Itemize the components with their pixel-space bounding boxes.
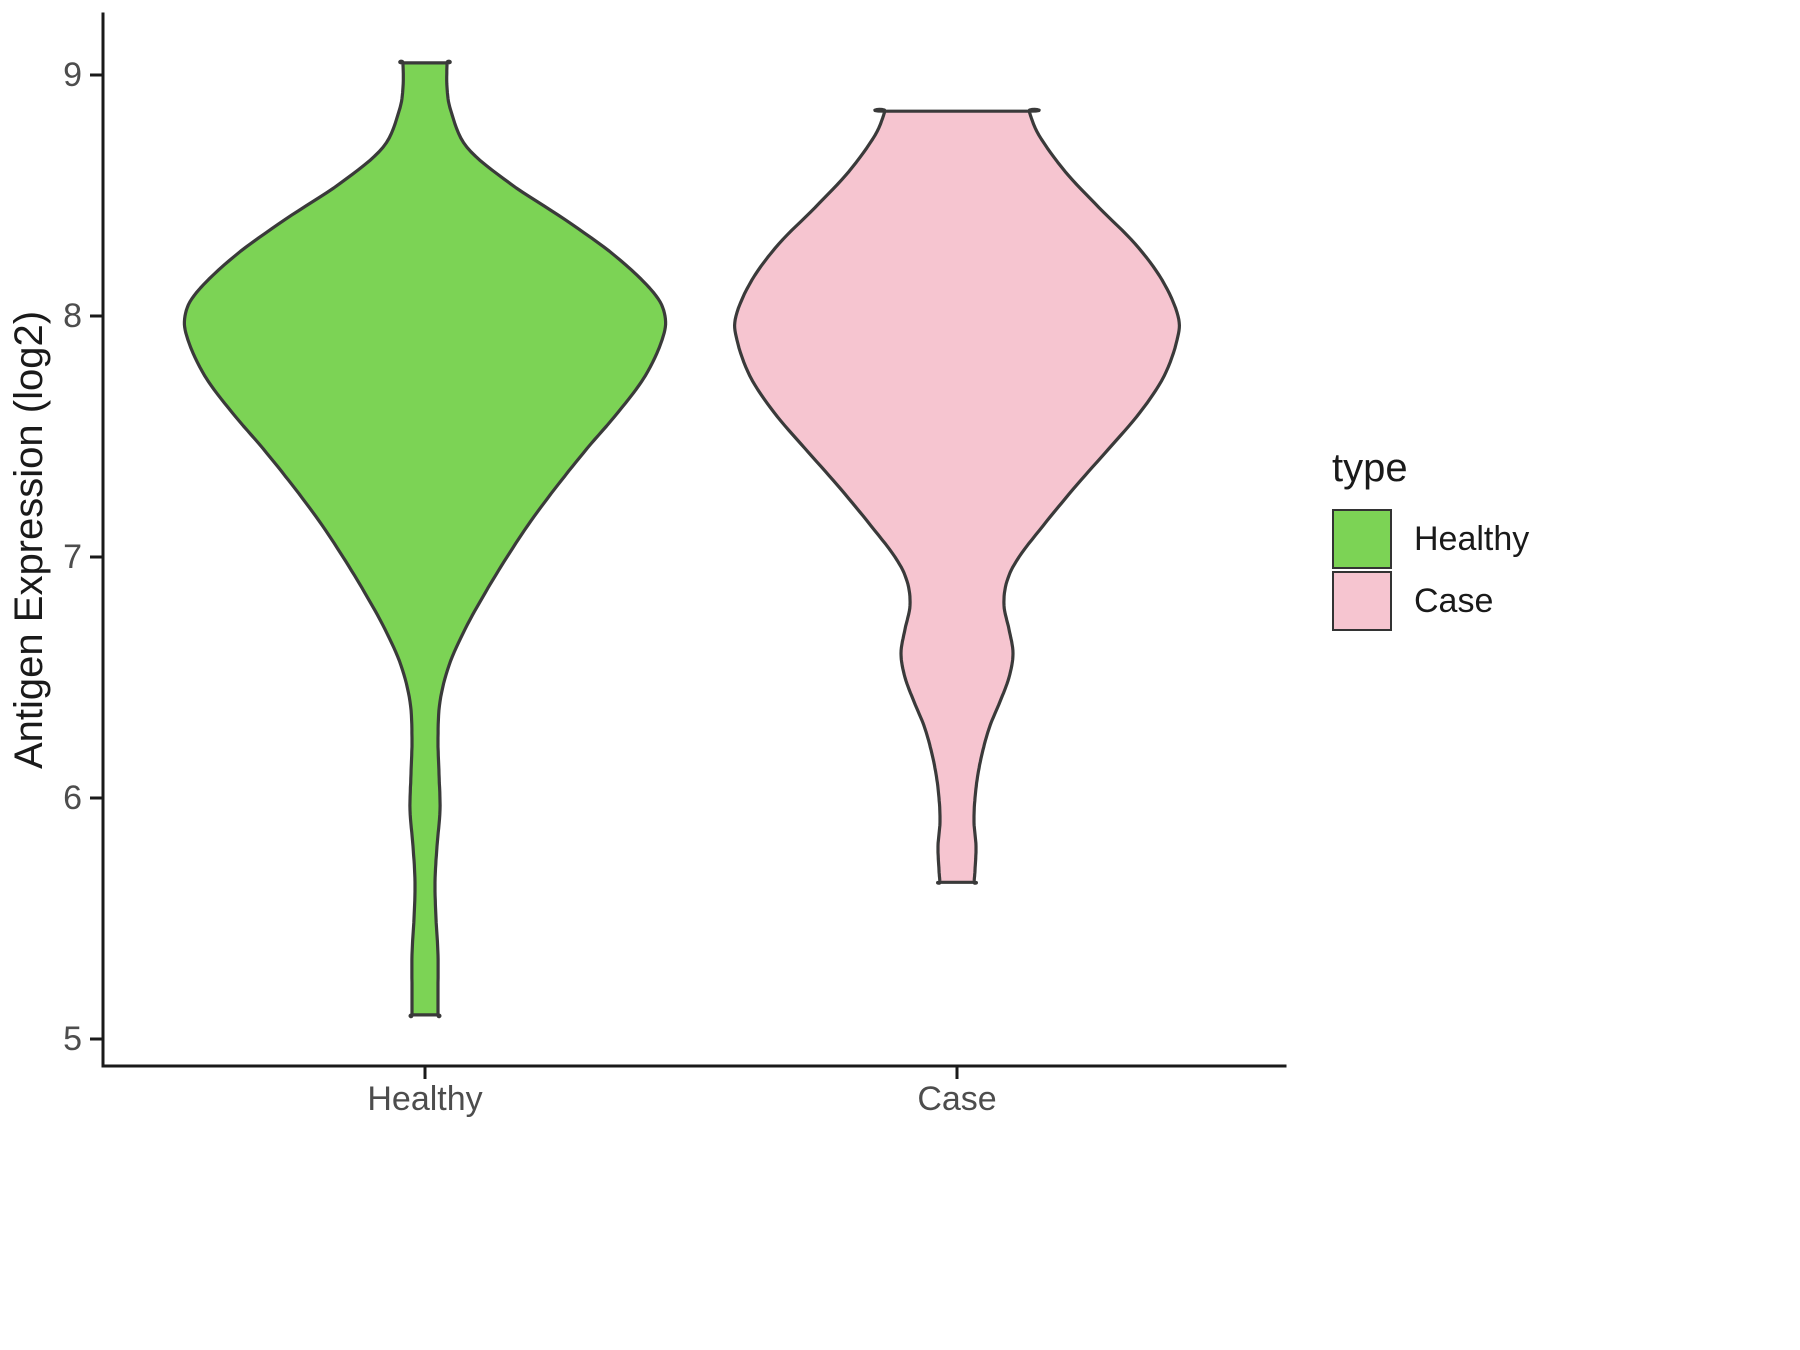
y-tick-label: 6	[63, 779, 82, 817]
legend-swatch-case	[1332, 571, 1392, 631]
x-tick-label: Healthy	[367, 1080, 482, 1118]
x-tick-label: Case	[917, 1080, 996, 1118]
y-axis-title: Antigen Expression (log2)	[7, 311, 51, 769]
legend-label-healthy: Healthy	[1414, 519, 1530, 558]
legend-entry-healthy: Healthy	[1332, 509, 1529, 569]
y-tick-label: 9	[63, 56, 82, 94]
legend-entry-case: Case	[1332, 571, 1529, 631]
y-tick-label: 7	[63, 538, 82, 576]
violin-case	[733, 107, 1181, 885]
legend: type Healthy Case	[1332, 446, 1529, 633]
y-tick-label: 5	[63, 1020, 82, 1058]
legend-label-case: Case	[1414, 581, 1494, 620]
legend-title: type	[1332, 446, 1408, 490]
legend-swatch-healthy	[1332, 509, 1392, 569]
violin-healthy	[182, 59, 668, 1019]
y-tick-label: 8	[63, 297, 82, 335]
